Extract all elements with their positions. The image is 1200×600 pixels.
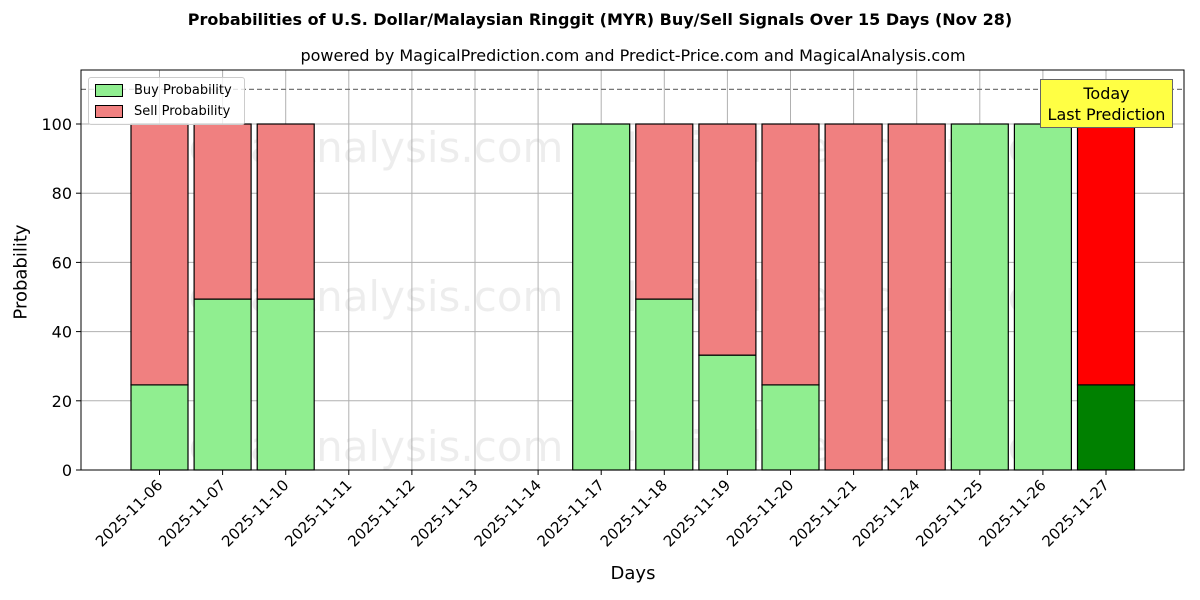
x-tick-label: 2025-11-26: [975, 476, 1049, 550]
bar-sell: [130, 123, 189, 386]
bar-buy: [193, 298, 252, 471]
bar-buy: [130, 384, 189, 471]
bar-buy: [698, 354, 757, 471]
chart-subtitle: powered by MagicalPrediction.com and Pre…: [300, 46, 966, 65]
y-tick-label: 20: [52, 392, 72, 411]
bar-buy: [256, 298, 315, 471]
watermark-text: MagicalAnalysis.com: [127, 272, 564, 321]
x-tick-label: 2025-11-10: [218, 476, 292, 550]
x-tick-label: 2025-11-27: [1038, 476, 1112, 550]
today-annotation: Today Last Prediction: [1040, 79, 1173, 128]
watermark-text: MagicalAnalysis.com: [127, 123, 564, 172]
bar-buy: [950, 123, 1009, 471]
x-tick-label: 2025-11-19: [660, 476, 734, 550]
legend-item-buy: Buy Probability: [95, 83, 232, 98]
bar-buy: [635, 298, 694, 471]
x-tick-label: 2025-11-25: [912, 476, 986, 550]
legend: Buy Probability Sell Probability: [88, 77, 245, 125]
sell-swatch-icon: [95, 105, 123, 118]
legend-label: Buy Probability: [134, 83, 232, 98]
y-tick-label: 0: [62, 461, 72, 480]
bar-sell: [193, 123, 252, 300]
legend-label: Sell Probability: [134, 104, 231, 119]
x-tick-label: 2025-11-06: [92, 476, 166, 550]
x-tick-label: 2025-11-14: [471, 476, 545, 550]
bar-buy: [1076, 384, 1136, 471]
bar-buy: [761, 384, 820, 471]
x-axis-label: Days: [610, 563, 656, 584]
annotation-line: Today: [1083, 84, 1130, 103]
bar-buy: [1013, 123, 1073, 471]
bar-sell: [761, 123, 820, 386]
bar-sell: [887, 123, 946, 471]
x-tick-label: 2025-11-20: [723, 476, 797, 550]
watermark-text: MagicalAnalysis.com: [127, 422, 564, 471]
bar-sell: [635, 123, 694, 300]
y-tick-label: 100: [41, 115, 72, 134]
bar-sell: [698, 123, 757, 356]
x-tick-label: 2025-11-17: [534, 476, 608, 550]
x-tick-label: 2025-11-24: [849, 476, 923, 550]
y-tick-label: 80: [52, 184, 72, 203]
x-tick-label: 2025-11-07: [155, 476, 229, 550]
chart-title: Probabilities of U.S. Dollar/Malaysian R…: [187, 10, 1013, 29]
y-tick-label: 40: [52, 323, 72, 342]
y-tick-label: 60: [52, 253, 72, 272]
x-tick-label: 2025-11-11: [281, 476, 355, 550]
y-axis-label: Probability: [10, 224, 32, 320]
bar-sell: [1076, 123, 1136, 386]
x-tick-label: 2025-11-18: [597, 476, 671, 550]
annotation-line: Last Prediction: [1047, 105, 1166, 124]
bar-sell: [824, 123, 883, 471]
x-tick-label: 2025-11-12: [344, 476, 418, 550]
legend-item-sell: Sell Probability: [95, 104, 230, 119]
x-tick-label: 2025-11-13: [407, 476, 481, 550]
bar-sell: [256, 123, 315, 300]
bar-buy: [572, 123, 631, 471]
x-tick-label: 2025-11-21: [786, 476, 860, 550]
plot-frame: [80, 69, 1185, 471]
buy-swatch-icon: [95, 84, 123, 97]
